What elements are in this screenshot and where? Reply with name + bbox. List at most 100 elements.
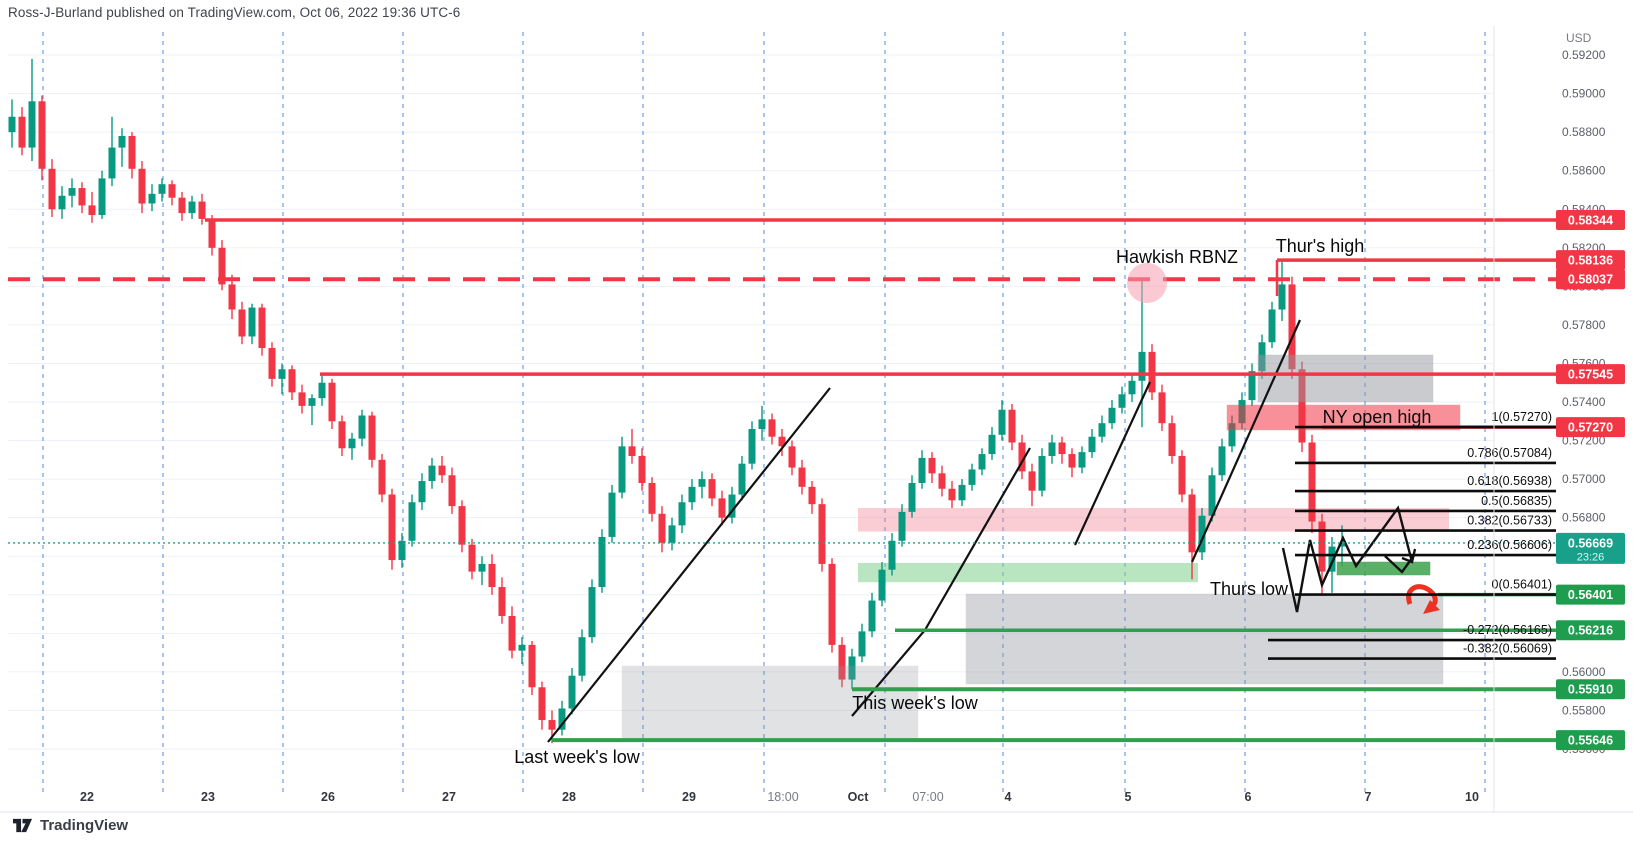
candle bbox=[518, 637, 526, 665]
candle bbox=[438, 455, 446, 483]
annotation[interactable]: NY open high bbox=[1323, 407, 1432, 427]
svg-text:28: 28 bbox=[562, 790, 576, 804]
candle bbox=[1248, 363, 1256, 406]
fib-label: 0.382(0.56733) bbox=[1467, 514, 1552, 528]
candle bbox=[128, 132, 136, 179]
candle bbox=[488, 554, 496, 595]
svg-text:23: 23 bbox=[201, 790, 215, 804]
candle bbox=[508, 606, 516, 659]
tradingview-icon bbox=[12, 818, 33, 833]
candle bbox=[1308, 434, 1316, 534]
bar-countdown: 23:26 bbox=[1577, 551, 1605, 563]
svg-text:07:00: 07:00 bbox=[912, 790, 943, 804]
svg-text:0.56401: 0.56401 bbox=[1568, 588, 1613, 602]
candle bbox=[668, 517, 676, 551]
svg-text:0.56669: 0.56669 bbox=[1568, 536, 1613, 550]
candle bbox=[918, 450, 926, 489]
candle bbox=[1338, 525, 1346, 566]
projection-path[interactable] bbox=[1281, 505, 1414, 613]
session-break-lines bbox=[42, 32, 1486, 792]
thurs-high-zone[interactable] bbox=[1257, 354, 1434, 403]
candle bbox=[8, 99, 16, 148]
svg-text:0.56800: 0.56800 bbox=[1562, 511, 1606, 525]
annotation[interactable]: Thur's high bbox=[1276, 236, 1364, 256]
candle bbox=[848, 648, 856, 690]
svg-text:26: 26 bbox=[321, 790, 335, 804]
candle bbox=[688, 479, 696, 510]
annotation[interactable]: This week's low bbox=[852, 693, 978, 713]
candle bbox=[1068, 448, 1076, 478]
target-zone-green[interactable] bbox=[1336, 561, 1431, 576]
text-annotations[interactable]: Hawkish RBNZ Thur's high NY open high Thurs… bbox=[514, 236, 1431, 767]
rbnz-event-circle[interactable] bbox=[1127, 263, 1167, 303]
price-axis[interactable] bbox=[1494, 30, 1633, 780]
svg-text:0.56216: 0.56216 bbox=[1568, 624, 1613, 638]
candle bbox=[758, 405, 766, 441]
tradingview-logo[interactable]: TradingView bbox=[12, 815, 128, 836]
svg-text:0.58344: 0.58344 bbox=[1568, 214, 1613, 228]
candle bbox=[618, 436, 626, 499]
trendline-oct5-rally[interactable] bbox=[1074, 381, 1151, 546]
candle bbox=[578, 629, 586, 682]
svg-text:0.57800: 0.57800 bbox=[1562, 318, 1606, 332]
candle bbox=[238, 301, 246, 345]
annotation[interactable]: Hawkish RBNZ bbox=[1116, 247, 1238, 267]
candle bbox=[638, 448, 646, 491]
candle bbox=[1078, 446, 1086, 474]
time-axis[interactable] bbox=[0, 782, 1494, 812]
svg-text:0.58800: 0.58800 bbox=[1562, 125, 1606, 139]
svg-text:0.57400: 0.57400 bbox=[1562, 395, 1606, 409]
candle bbox=[28, 58, 36, 162]
candle bbox=[748, 421, 756, 470]
tradingview-logo-text: TradingView bbox=[40, 817, 129, 834]
candle bbox=[648, 477, 656, 522]
trendline-oct6-rally[interactable] bbox=[1190, 319, 1302, 563]
trendline-last-weeks-low[interactable] bbox=[547, 387, 831, 743]
candle bbox=[728, 486, 736, 524]
last-weeks-low-zone[interactable] bbox=[621, 665, 919, 742]
candle bbox=[158, 178, 166, 202]
candle bbox=[1148, 344, 1156, 401]
fib-retracement[interactable]: 1(0.57270) 0.786(0.57084) 0.618(0.56938) 0.… bbox=[1268, 410, 1556, 660]
candle bbox=[838, 637, 846, 688]
candle bbox=[1178, 450, 1186, 503]
svg-text:0.58136: 0.58136 bbox=[1568, 254, 1613, 268]
candle bbox=[498, 577, 506, 624]
svg-text:27: 27 bbox=[442, 790, 456, 804]
candle bbox=[78, 182, 86, 214]
candle bbox=[598, 529, 606, 593]
candle bbox=[1158, 384, 1166, 431]
candle bbox=[678, 494, 686, 534]
candle bbox=[558, 700, 566, 736]
candle bbox=[148, 184, 156, 212]
candle bbox=[228, 274, 236, 320]
candle bbox=[888, 533, 896, 576]
candle bbox=[708, 473, 716, 507]
candle bbox=[248, 303, 256, 345]
last-price-badge: 0.5666923:26 bbox=[1556, 532, 1625, 564]
candle bbox=[608, 484, 616, 543]
candle bbox=[928, 452, 936, 483]
candle bbox=[828, 558, 836, 653]
candle bbox=[358, 409, 366, 447]
svg-text:0.57000: 0.57000 bbox=[1562, 472, 1606, 486]
projection-arrowhead[interactable] bbox=[1384, 553, 1416, 574]
zones-under[interactable] bbox=[858, 508, 1449, 583]
resistance-zone-pink[interactable] bbox=[858, 508, 1449, 532]
candle bbox=[368, 411, 376, 468]
candle bbox=[278, 363, 286, 395]
candle bbox=[468, 538, 476, 580]
candle bbox=[458, 500, 466, 553]
support-zone-green[interactable] bbox=[858, 562, 1198, 583]
candle bbox=[958, 479, 966, 507]
candle bbox=[628, 428, 636, 464]
annotation[interactable]: Thurs low bbox=[1210, 579, 1289, 599]
candle bbox=[48, 159, 56, 217]
svg-text:5: 5 bbox=[1125, 790, 1132, 804]
candle bbox=[378, 454, 386, 503]
svg-text:0.55646: 0.55646 bbox=[1568, 734, 1613, 748]
annotation[interactable]: Last week's low bbox=[514, 747, 640, 767]
candle bbox=[1028, 463, 1036, 507]
svg-text:0.59200: 0.59200 bbox=[1562, 48, 1606, 62]
